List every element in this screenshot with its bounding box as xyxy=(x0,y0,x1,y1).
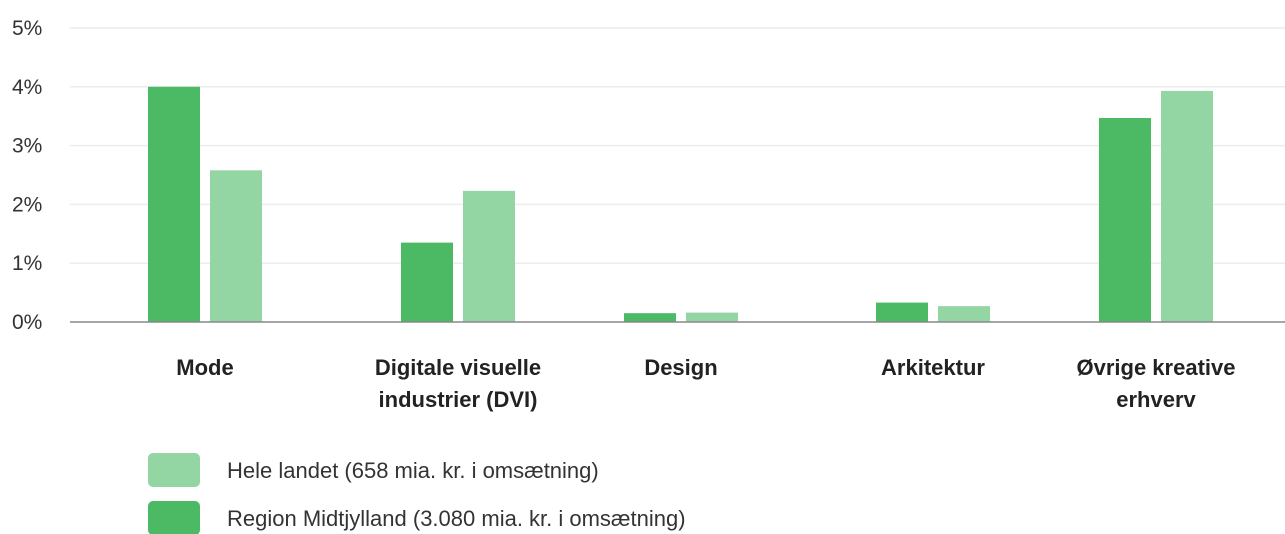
category-labels: Mode Digitale visuelle industrier (DVI) Des… xyxy=(176,355,1235,412)
y-tick-label: 3% xyxy=(12,135,42,158)
y-tick-label: 2% xyxy=(12,193,42,216)
legend: Hele landet (658 mia. kr. i omsætning) Re… xyxy=(148,453,686,534)
bar xyxy=(210,170,262,322)
bar xyxy=(876,302,928,322)
y-axis-tick-labels: 0% 1% 2% 3% 4% 5% xyxy=(12,17,42,334)
bar xyxy=(624,313,676,322)
gridlines xyxy=(70,27,1285,264)
category-label: Design xyxy=(644,355,717,380)
category-label: Arkitektur xyxy=(881,355,985,380)
bar xyxy=(148,86,200,322)
bar xyxy=(401,242,453,322)
legend-label: Region Midtjylland (3.080 mia. kr. i oms… xyxy=(227,506,686,531)
y-tick-label: 4% xyxy=(12,76,42,99)
bar xyxy=(938,306,990,322)
bar xyxy=(1161,90,1213,322)
category-label: industrier (DVI) xyxy=(379,387,538,412)
y-tick-label: 5% xyxy=(12,17,42,40)
legend-label: Hele landet (658 mia. kr. i omsætning) xyxy=(227,458,599,483)
bar xyxy=(1099,117,1151,323)
category-label: erhverv xyxy=(1116,387,1196,412)
bars xyxy=(148,86,1213,323)
y-tick-label: 0% xyxy=(12,311,42,334)
category-label: Mode xyxy=(176,355,233,380)
bar xyxy=(463,190,515,322)
category-label: Øvrige kreative xyxy=(1077,355,1236,380)
category-label: Digitale visuelle xyxy=(375,355,541,380)
legend-swatch xyxy=(148,501,200,534)
y-tick-label: 1% xyxy=(12,252,42,275)
bar xyxy=(686,312,738,322)
legend-swatch xyxy=(148,453,200,487)
